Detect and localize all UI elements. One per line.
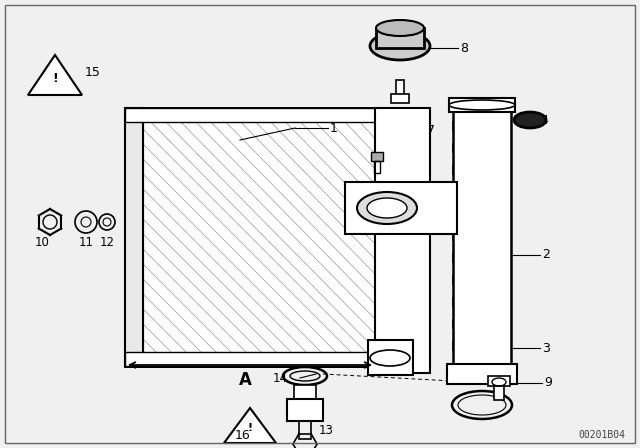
- Text: 00201B04: 00201B04: [578, 430, 625, 440]
- Bar: [371, 152, 383, 161]
- Ellipse shape: [367, 198, 407, 218]
- Ellipse shape: [376, 20, 424, 36]
- Bar: [287, 399, 323, 421]
- Text: 9: 9: [544, 376, 552, 389]
- Bar: [494, 386, 504, 400]
- Bar: [391, 94, 409, 103]
- Text: 4: 4: [540, 113, 548, 126]
- Polygon shape: [28, 55, 82, 95]
- Text: 5: 5: [437, 203, 445, 216]
- Bar: [488, 376, 510, 386]
- Bar: [368, 340, 413, 375]
- Text: 14: 14: [273, 371, 288, 384]
- Text: !: !: [52, 72, 58, 85]
- Ellipse shape: [370, 32, 430, 60]
- Bar: [294, 385, 316, 399]
- Bar: [125, 352, 380, 366]
- Text: 10: 10: [35, 236, 49, 249]
- Text: 11: 11: [79, 236, 93, 249]
- Bar: [396, 80, 404, 96]
- Text: 8: 8: [460, 42, 468, 55]
- Text: 16: 16: [235, 428, 251, 441]
- Text: !: !: [248, 423, 253, 433]
- Ellipse shape: [357, 192, 417, 224]
- Bar: [453, 108, 511, 370]
- Text: 7: 7: [427, 124, 435, 137]
- Bar: [345, 182, 457, 234]
- Text: 2: 2: [542, 249, 550, 262]
- Ellipse shape: [514, 112, 546, 128]
- Bar: [375, 108, 430, 373]
- Text: 13: 13: [319, 423, 334, 436]
- Bar: [299, 421, 311, 439]
- Text: A: A: [239, 371, 252, 389]
- Bar: [374, 161, 380, 173]
- Ellipse shape: [449, 100, 515, 110]
- Text: 6: 6: [414, 151, 422, 164]
- Bar: [376, 28, 424, 48]
- Text: 1: 1: [330, 121, 338, 134]
- Text: 15: 15: [85, 65, 101, 78]
- Text: 12: 12: [99, 236, 115, 249]
- Bar: [447, 364, 517, 384]
- Bar: [125, 108, 380, 366]
- Text: 3: 3: [542, 341, 550, 354]
- Bar: [125, 108, 380, 366]
- Bar: [125, 108, 380, 122]
- Bar: [125, 108, 143, 366]
- Bar: [449, 98, 515, 112]
- Polygon shape: [224, 408, 276, 443]
